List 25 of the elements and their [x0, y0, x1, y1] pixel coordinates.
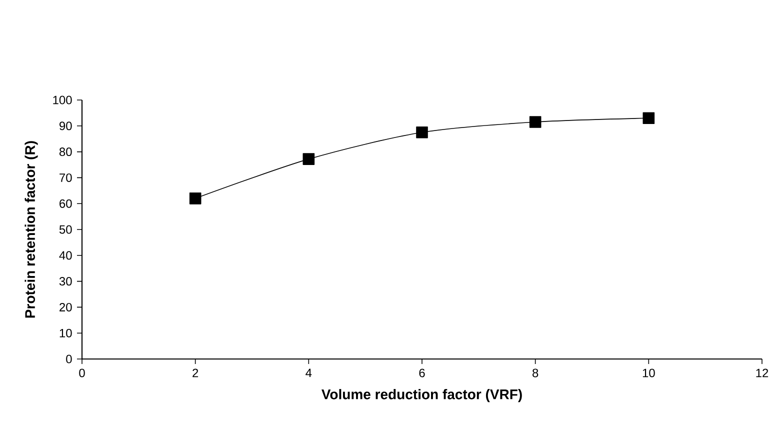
x-tick-label: 10 [642, 368, 655, 378]
y-tick-label: 40 [59, 251, 72, 260]
y-tick-label: 80 [59, 148, 72, 156]
y-tick-label: 100 [53, 96, 72, 104]
y-tick-label: 50 [59, 225, 72, 234]
point [302, 153, 315, 165]
y-tick-label: 20 [60, 302, 72, 312]
point [529, 116, 542, 128]
y-tick-label: 70 [60, 173, 72, 182]
y-tick-label: 0 [66, 354, 72, 364]
point [416, 126, 428, 138]
x-axis-title: Volume reduction factor (VRF) [322, 389, 522, 402]
y-tick-label: 30 [59, 277, 72, 286]
x-tick-label: 2 [192, 368, 198, 378]
point [642, 112, 655, 124]
y-tick-label: 90 [60, 122, 72, 130]
x-tick-label: 4 [306, 368, 312, 377]
x-tick-label: 6 [419, 368, 425, 378]
x-tick-label: 0 [79, 368, 85, 378]
point [189, 192, 202, 204]
y-axis-title: Protein retention factor (R) [24, 141, 38, 318]
y-tick-label: 60 [60, 199, 72, 208]
x-tick-label: 12 [756, 368, 768, 378]
y-tick-label: 10 [60, 328, 72, 338]
x-tick-label: 8 [532, 368, 538, 378]
